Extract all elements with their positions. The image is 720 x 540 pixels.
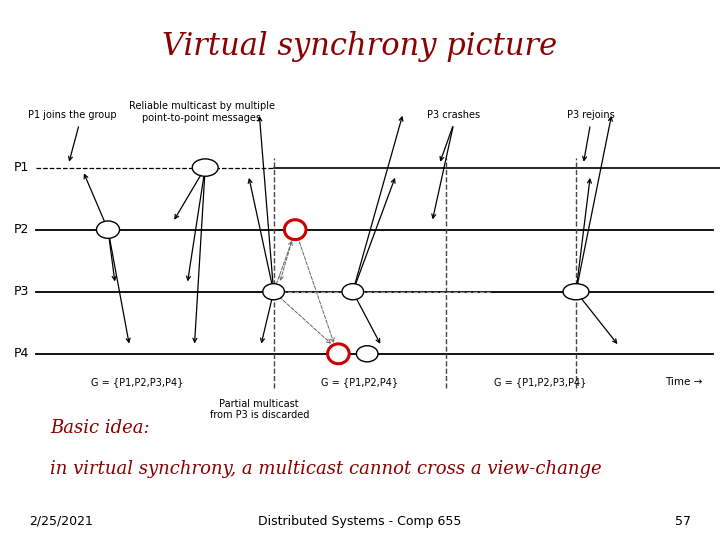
Text: P1: P1 <box>14 161 30 174</box>
Text: 2/25/2021: 2/25/2021 <box>29 515 93 528</box>
Ellipse shape <box>342 284 364 300</box>
Text: P2: P2 <box>14 223 30 236</box>
Text: Distributed Systems - Comp 655: Distributed Systems - Comp 655 <box>258 515 462 528</box>
Text: G = {P1,P2,P4}: G = {P1,P2,P4} <box>321 377 399 387</box>
Ellipse shape <box>263 284 284 300</box>
Text: Virtual synchrony picture: Virtual synchrony picture <box>163 31 557 62</box>
Text: G = {P1,P2,P3,P4}: G = {P1,P2,P3,P4} <box>91 377 183 387</box>
Text: Basic idea:: Basic idea: <box>50 419 150 437</box>
Ellipse shape <box>328 344 349 364</box>
Text: P3 rejoins: P3 rejoins <box>567 110 614 120</box>
Text: P1 joins the group: P1 joins the group <box>27 110 117 120</box>
Ellipse shape <box>356 346 378 362</box>
Text: Reliable multicast by multiple
point-to-point messages: Reliable multicast by multiple point-to-… <box>129 101 274 123</box>
Text: Time →: Time → <box>665 377 703 387</box>
Ellipse shape <box>192 159 218 176</box>
Ellipse shape <box>284 220 306 240</box>
Text: P4: P4 <box>14 347 30 360</box>
Text: in virtual synchrony, a multicast cannot cross a view-change: in virtual synchrony, a multicast cannot… <box>50 460 602 478</box>
Text: Partial multicast
from P3 is discarded: Partial multicast from P3 is discarded <box>210 399 309 421</box>
Ellipse shape <box>563 284 589 300</box>
Text: 57: 57 <box>675 515 691 528</box>
Text: G = {P1,P2,P3,P4}: G = {P1,P2,P3,P4} <box>494 377 586 387</box>
Ellipse shape <box>96 221 120 238</box>
Text: P3 crashes: P3 crashes <box>427 110 480 120</box>
Text: P3: P3 <box>14 285 30 298</box>
